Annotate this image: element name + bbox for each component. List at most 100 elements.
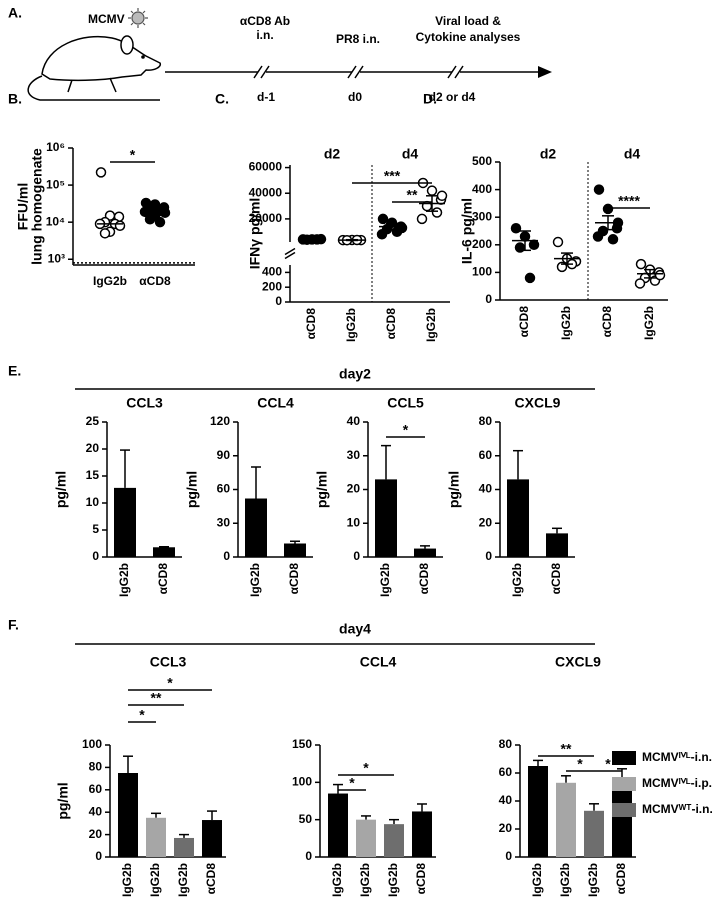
y-axis-label: pg/ml bbox=[314, 471, 330, 508]
bar bbox=[584, 810, 604, 857]
chart-title: CXCL9 bbox=[555, 654, 601, 670]
y-tick-label: 20 bbox=[499, 821, 513, 835]
x-tick-label: IgG2b bbox=[120, 863, 134, 897]
x-tick-label: IgG2b bbox=[558, 863, 572, 897]
significance-label: ** bbox=[151, 690, 162, 706]
x-tick-label: αCD8 bbox=[614, 863, 628, 895]
data-point bbox=[396, 222, 408, 234]
group-header: d4 bbox=[402, 146, 419, 162]
bar bbox=[507, 479, 529, 557]
timeline-breaks bbox=[253, 64, 464, 80]
bar bbox=[174, 837, 194, 857]
significance-label: ** bbox=[407, 187, 418, 203]
y-axis-label: pg/ml bbox=[53, 471, 69, 508]
bar bbox=[375, 479, 397, 557]
bar bbox=[146, 817, 166, 857]
chart-title: CCL3 bbox=[126, 395, 163, 411]
x-tick-label: αCD8 bbox=[517, 306, 531, 338]
arrow-head bbox=[538, 66, 552, 78]
bar bbox=[414, 548, 436, 557]
step-day: d-1 bbox=[257, 90, 275, 104]
y-tick-label: 400 bbox=[472, 182, 492, 196]
x-tick-label: αCD8 bbox=[600, 306, 614, 338]
group-title: day2 bbox=[339, 366, 371, 382]
bar bbox=[546, 533, 568, 557]
y-tick-label: 10⁶ bbox=[46, 140, 65, 154]
group-header: d4 bbox=[624, 146, 641, 162]
x-tick-label: IgG2b bbox=[358, 863, 372, 897]
x-tick-label: IgG2b bbox=[642, 306, 656, 340]
x-tick-label: IgG2b bbox=[330, 863, 344, 897]
y-tick-label: 10 bbox=[347, 515, 361, 529]
y-tick-label: 80 bbox=[479, 414, 493, 428]
legend-label: MCMVᴵⱽᴸ-i.n. bbox=[642, 750, 712, 764]
chart-title: CCL4 bbox=[360, 654, 397, 670]
y-tick-label: 80 bbox=[89, 760, 103, 774]
y-tick-label: 60 bbox=[479, 448, 493, 462]
y-tick-label: 20 bbox=[347, 482, 361, 496]
y-tick-label: 15 bbox=[86, 468, 100, 482]
y-tick-label: 0 bbox=[353, 549, 360, 563]
bar bbox=[356, 819, 376, 857]
bar bbox=[556, 782, 576, 857]
bar bbox=[114, 487, 136, 557]
x-tick-label: IgG2b bbox=[248, 563, 262, 597]
data-point bbox=[654, 269, 666, 281]
y-tick-label: 90 bbox=[217, 448, 231, 462]
significance-label: * bbox=[349, 775, 355, 791]
data-point bbox=[159, 207, 171, 218]
mouse-legs bbox=[67, 77, 117, 93]
y-tick-label: 60 bbox=[89, 782, 103, 796]
legend-swatch bbox=[612, 777, 636, 791]
significance-label: * bbox=[605, 756, 611, 772]
data-point bbox=[607, 234, 619, 245]
data-point bbox=[552, 236, 564, 248]
significance-label: * bbox=[167, 675, 173, 691]
significance-label: * bbox=[403, 422, 409, 438]
group-title: day4 bbox=[339, 621, 371, 637]
y-tick-label: 20 bbox=[89, 827, 103, 841]
virus-icon bbox=[128, 8, 148, 28]
panel-label: C. bbox=[215, 91, 229, 107]
y-tick-label: 20000 bbox=[249, 211, 283, 225]
legend-label: MCMVᴵⱽᴸ-i.p. bbox=[642, 776, 712, 790]
data-point bbox=[154, 216, 166, 228]
bar bbox=[245, 498, 267, 557]
data-point bbox=[139, 206, 151, 218]
x-tick-label: IgG2b bbox=[176, 863, 190, 897]
x-tick-label: IgG2b bbox=[93, 274, 127, 288]
data-point bbox=[436, 190, 448, 202]
x-tick-label: IgG2b bbox=[530, 863, 544, 897]
y-tick-label: 40 bbox=[89, 804, 103, 818]
y-tick-label: 20 bbox=[86, 441, 100, 455]
bar bbox=[412, 811, 432, 857]
x-tick-label: IgG2b bbox=[424, 308, 438, 342]
y-tick-label: 0 bbox=[305, 849, 312, 863]
x-tick-label: IgG2b bbox=[117, 563, 131, 597]
significance-label: * bbox=[577, 756, 583, 772]
step-text: i.n. bbox=[256, 28, 273, 42]
panel-label: B. bbox=[8, 91, 22, 107]
significance-label: * bbox=[130, 147, 136, 163]
y-tick-label: 10⁵ bbox=[46, 177, 65, 191]
step-text: αCD8 Ab bbox=[240, 14, 290, 28]
y-tick-label: 500 bbox=[472, 154, 492, 168]
data-point bbox=[416, 213, 428, 225]
y-tick-label: 0 bbox=[223, 549, 230, 563]
group-header: d2 bbox=[540, 146, 557, 162]
y-tick-label: 60 bbox=[499, 765, 513, 779]
x-tick-label: IgG2b bbox=[559, 306, 573, 340]
panel-label: E. bbox=[8, 363, 21, 379]
y-tick-label: 20 bbox=[479, 515, 493, 529]
data-point bbox=[528, 239, 540, 251]
data-point bbox=[376, 229, 388, 240]
data-point bbox=[602, 203, 614, 215]
significance-label: * bbox=[139, 707, 145, 723]
bar bbox=[612, 777, 632, 857]
x-tick-label: αCD8 bbox=[414, 863, 428, 895]
data-point bbox=[377, 213, 389, 225]
bar bbox=[284, 543, 306, 557]
x-tick-label: IgG2b bbox=[378, 563, 392, 597]
y-tick-label: 120 bbox=[210, 414, 230, 428]
